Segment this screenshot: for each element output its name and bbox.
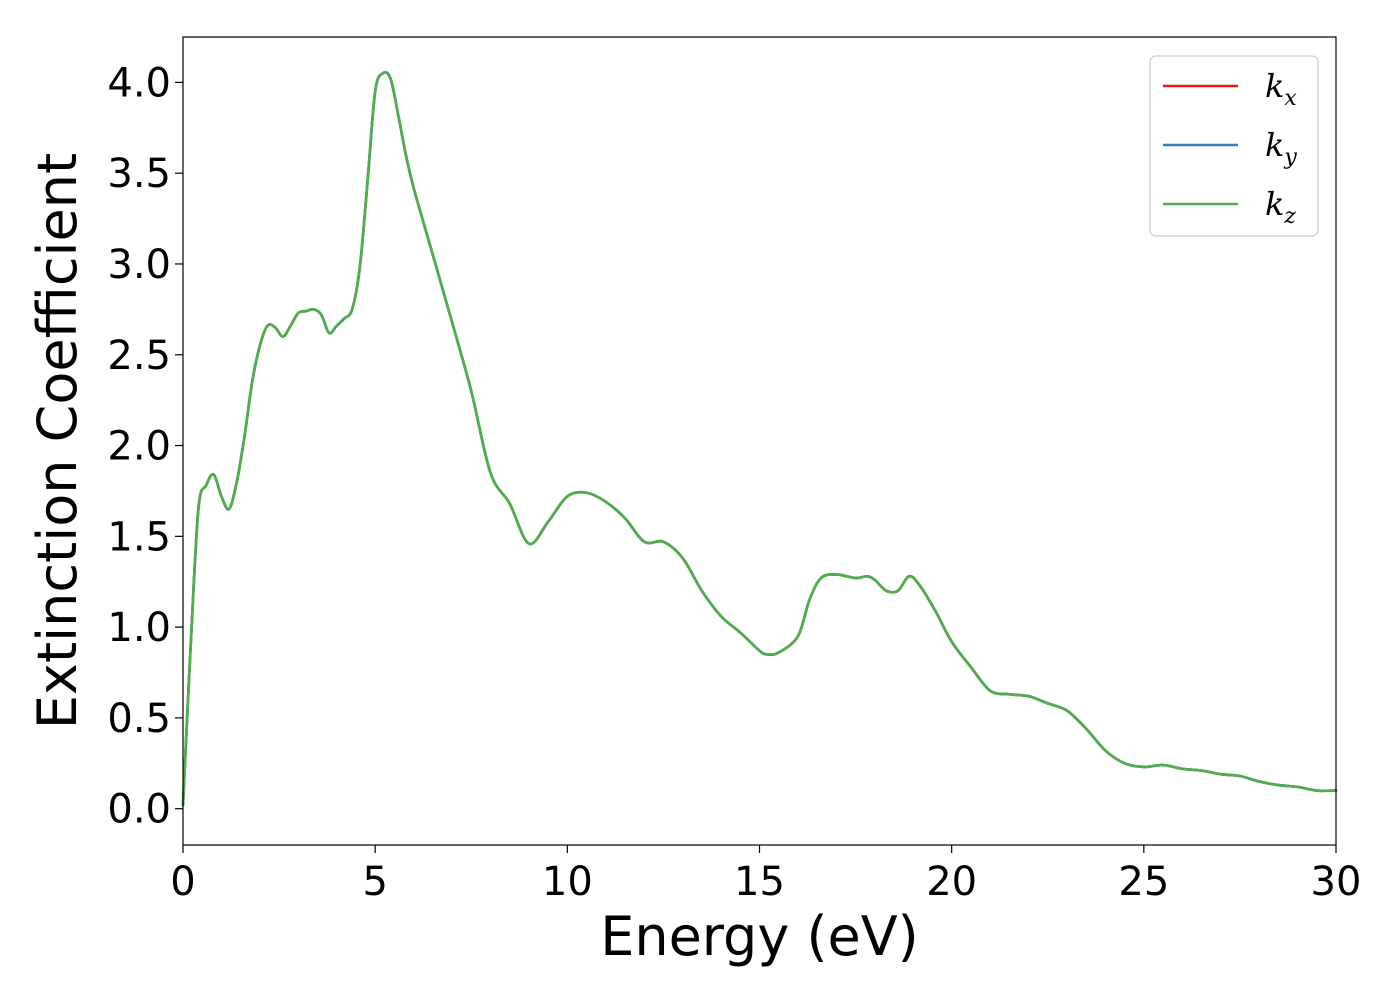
legend-label: ky xyxy=(1265,126,1297,170)
y-axis-ticks: 0.0 0.5 1.0 1.5 2.0 2.5 3.0 3.5 4.0 xyxy=(107,60,183,833)
legend-label-subscript: x xyxy=(1284,86,1297,111)
y-tick-label: 1.0 xyxy=(107,605,171,651)
y-tick-label: 3.0 xyxy=(107,242,171,288)
legend-label-base: k xyxy=(1265,185,1284,223)
legend-label: kz xyxy=(1265,185,1296,229)
y-tick-label: 2.5 xyxy=(107,333,171,379)
x-tick-label: 15 xyxy=(734,859,785,905)
x-tick-label: 30 xyxy=(1311,859,1362,905)
y-axis-label: Extinction Coefficient xyxy=(26,153,89,729)
x-tick-label: 0 xyxy=(170,859,195,905)
y-tick-label: 1.5 xyxy=(107,514,171,560)
x-tick-label: 20 xyxy=(926,859,977,905)
y-tick-label: 4.0 xyxy=(107,60,171,106)
legend-label: kx xyxy=(1265,67,1297,111)
legend-label-subscript: y xyxy=(1283,145,1297,170)
legend-label-subscript: z xyxy=(1283,204,1296,229)
x-tick-label: 25 xyxy=(1118,859,1169,905)
series-line-kz xyxy=(181,70,1338,807)
legend-label-base: k xyxy=(1265,67,1284,105)
x-tick-label: 10 xyxy=(542,859,593,905)
x-axis-label: Energy (eV) xyxy=(600,905,919,968)
y-tick-label: 3.5 xyxy=(107,151,171,197)
y-tick-label: 0.0 xyxy=(107,787,171,833)
x-tick-label: 5 xyxy=(362,859,387,905)
x-axis-ticks: 0 5 10 15 20 25 30 xyxy=(170,845,1361,905)
y-tick-label: 2.0 xyxy=(107,424,171,470)
series-lines xyxy=(181,70,1338,807)
y-tick-label: 0.5 xyxy=(107,696,171,742)
legend-label-base: k xyxy=(1265,126,1284,164)
